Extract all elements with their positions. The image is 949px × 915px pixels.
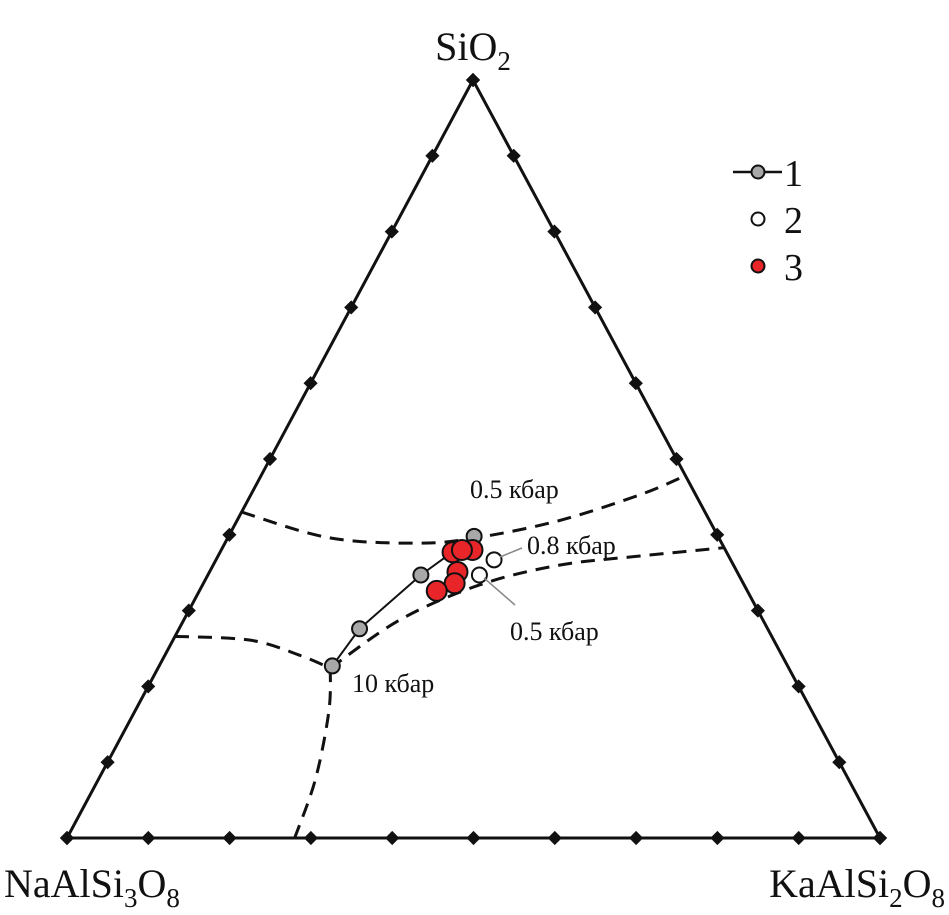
data-point-series-3 <box>425 579 448 602</box>
data-point-series-2 <box>485 551 503 569</box>
tick-marker <box>141 830 156 846</box>
tick-marker <box>262 451 278 467</box>
tick-marker <box>425 148 440 163</box>
legend-marker-2 <box>750 211 766 227</box>
annotation-0.5kbar-lower: 0.5 кбар <box>510 617 599 646</box>
tick-marker <box>222 527 237 542</box>
tick-marker <box>710 830 725 846</box>
vertex-label-top: SiO2 <box>435 24 511 76</box>
tick-marker <box>222 830 237 846</box>
data-point-series-1 <box>323 657 341 675</box>
triangle-frame <box>64 76 883 840</box>
legend-label-1: 1 <box>784 153 803 195</box>
tick-marker <box>384 224 399 239</box>
tick-marker <box>750 603 765 618</box>
tick-marker <box>547 830 562 846</box>
tick-marker <box>303 830 318 846</box>
tick-marker <box>588 300 603 315</box>
annotation-0.5kbar-upper: 0.5 кбар <box>470 475 559 504</box>
annotation-10kbar: 10 кбар <box>352 669 434 698</box>
tick-marker <box>100 755 115 770</box>
vertex-label-left: NaAlSi3O8 <box>4 861 180 913</box>
legend-label-3: 3 <box>784 247 803 289</box>
tick-marker <box>466 830 481 846</box>
annotations: 0.5 кбар 0.8 кбар 0.5 кбар 10 кбар <box>352 475 616 698</box>
tick-marker <box>547 224 562 239</box>
tick-marker <box>303 376 318 391</box>
boundary-curve-2 <box>329 546 725 670</box>
boundary-curve-1 <box>241 474 687 545</box>
leader-line-0.8kbar <box>499 547 523 558</box>
vertex-label-right: KaAlSi2O8 <box>769 861 945 913</box>
data-point-series-1 <box>351 620 369 638</box>
tick-marker <box>344 300 359 315</box>
tick-marker <box>791 679 806 694</box>
tick-marker <box>628 376 643 391</box>
tick-marker <box>710 527 725 542</box>
tick-marker <box>669 451 684 467</box>
legend-marker-3 <box>750 258 766 274</box>
boundary-curve-3 <box>174 634 331 670</box>
tick-marker <box>141 679 156 694</box>
tick-marker <box>181 603 196 618</box>
data-point-series-3 <box>450 538 473 561</box>
tick-marker <box>629 830 644 846</box>
tick-marker <box>59 830 75 846</box>
boundary-curve-4 <box>293 668 332 839</box>
tick-marker <box>385 830 400 846</box>
legend-label-2: 2 <box>784 200 803 242</box>
tick-marker <box>872 830 888 846</box>
annotation-0.8kbar: 0.8 кбар <box>527 531 616 560</box>
tick-marker <box>832 755 847 770</box>
legend-marker-1 <box>750 164 766 180</box>
tick-marker <box>506 148 521 163</box>
tick-marker <box>791 830 806 846</box>
leader-line-0.5kbar <box>483 577 516 606</box>
tick-marker <box>465 72 481 88</box>
plot-area <box>59 72 888 846</box>
data-point-series-1 <box>412 566 430 584</box>
data-point-series-2 <box>470 566 488 584</box>
legend: 1 2 3 <box>733 153 803 289</box>
